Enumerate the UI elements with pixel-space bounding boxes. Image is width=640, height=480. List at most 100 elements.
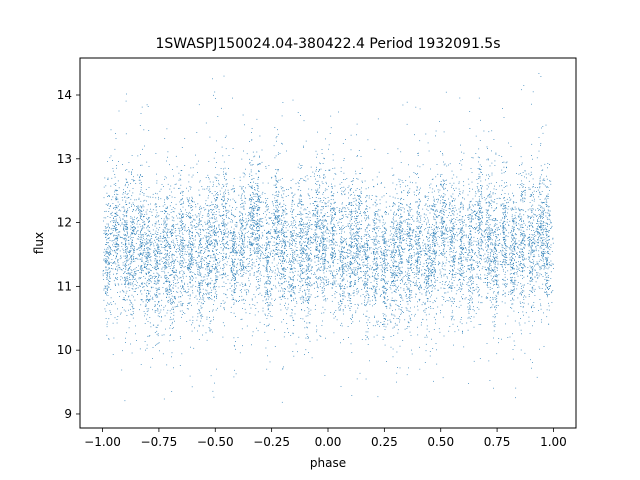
data-point bbox=[275, 155, 277, 157]
data-point bbox=[257, 178, 259, 180]
data-point bbox=[191, 260, 192, 261]
data-point bbox=[281, 277, 283, 279]
data-point bbox=[201, 186, 203, 187]
data-point bbox=[116, 244, 118, 245]
data-point bbox=[224, 246, 225, 248]
data-point bbox=[140, 248, 142, 250]
data-point bbox=[139, 177, 140, 179]
data-point bbox=[133, 256, 135, 257]
data-point bbox=[218, 182, 220, 184]
data-point bbox=[248, 214, 250, 216]
data-point bbox=[148, 293, 149, 295]
data-point bbox=[287, 290, 289, 292]
data-point bbox=[300, 268, 301, 270]
data-point bbox=[195, 206, 197, 208]
data-point bbox=[297, 189, 299, 190]
data-point bbox=[266, 269, 268, 271]
data-point bbox=[299, 201, 301, 202]
data-point bbox=[113, 228, 114, 229]
data-point bbox=[226, 242, 227, 244]
data-point bbox=[117, 264, 119, 266]
data-point bbox=[234, 369, 235, 371]
data-point bbox=[210, 237, 212, 238]
data-point bbox=[265, 202, 267, 203]
data-point bbox=[259, 285, 261, 286]
data-point bbox=[212, 222, 214, 224]
data-point bbox=[218, 271, 220, 273]
data-point bbox=[243, 191, 245, 193]
data-point bbox=[128, 242, 130, 244]
data-point bbox=[249, 214, 251, 215]
data-point bbox=[252, 231, 253, 233]
data-point bbox=[225, 193, 226, 194]
data-point bbox=[145, 349, 146, 351]
data-point bbox=[200, 250, 201, 252]
data-point bbox=[216, 204, 218, 206]
data-point bbox=[317, 268, 319, 270]
data-point bbox=[164, 230, 165, 232]
data-point bbox=[225, 283, 227, 284]
data-point bbox=[196, 226, 198, 227]
data-point bbox=[267, 293, 268, 295]
data-point bbox=[224, 234, 225, 236]
data-point bbox=[277, 268, 279, 270]
data-point bbox=[291, 309, 293, 310]
data-point bbox=[318, 287, 319, 289]
data-point bbox=[132, 285, 134, 287]
data-point bbox=[141, 184, 142, 186]
data-point bbox=[291, 295, 292, 297]
data-point bbox=[155, 249, 156, 251]
data-point bbox=[303, 299, 305, 301]
data-point bbox=[245, 284, 246, 285]
data-point bbox=[180, 208, 181, 210]
data-point bbox=[243, 269, 245, 271]
data-point bbox=[301, 253, 303, 255]
data-point bbox=[233, 265, 235, 267]
data-point bbox=[127, 283, 129, 285]
data-point bbox=[267, 263, 269, 265]
data-point bbox=[294, 257, 295, 259]
data-point bbox=[110, 155, 112, 157]
data-point bbox=[166, 211, 167, 212]
data-point bbox=[299, 228, 301, 229]
data-point bbox=[244, 174, 246, 176]
data-point bbox=[287, 254, 289, 255]
data-point bbox=[239, 262, 241, 264]
data-point bbox=[252, 210, 254, 212]
data-point bbox=[249, 261, 250, 263]
data-point bbox=[235, 348, 236, 350]
data-point bbox=[215, 232, 217, 234]
data-point bbox=[172, 211, 174, 212]
data-point bbox=[251, 186, 252, 188]
data-point bbox=[216, 253, 217, 254]
data-point bbox=[164, 210, 165, 211]
data-point bbox=[302, 260, 304, 262]
data-point bbox=[244, 252, 245, 254]
data-point bbox=[301, 249, 303, 251]
data-point bbox=[139, 258, 141, 260]
data-point bbox=[146, 238, 147, 239]
data-point bbox=[275, 232, 277, 234]
data-point bbox=[125, 283, 126, 285]
data-point bbox=[318, 191, 320, 193]
data-point bbox=[148, 166, 150, 167]
data-point bbox=[104, 248, 106, 250]
data-point bbox=[212, 309, 214, 311]
data-point bbox=[182, 261, 184, 263]
data-point bbox=[292, 284, 293, 286]
data-point bbox=[308, 248, 310, 250]
data-point bbox=[209, 282, 211, 284]
data-point bbox=[188, 259, 190, 261]
data-point bbox=[118, 248, 119, 250]
data-point bbox=[140, 253, 142, 255]
data-point bbox=[141, 106, 143, 108]
data-point bbox=[325, 260, 327, 262]
data-point bbox=[209, 230, 211, 232]
data-point bbox=[171, 264, 172, 266]
data-point bbox=[292, 279, 293, 281]
data-point bbox=[307, 312, 309, 314]
data-point bbox=[217, 194, 219, 195]
data-point bbox=[214, 227, 215, 229]
data-point bbox=[315, 215, 317, 217]
data-point bbox=[199, 218, 200, 220]
